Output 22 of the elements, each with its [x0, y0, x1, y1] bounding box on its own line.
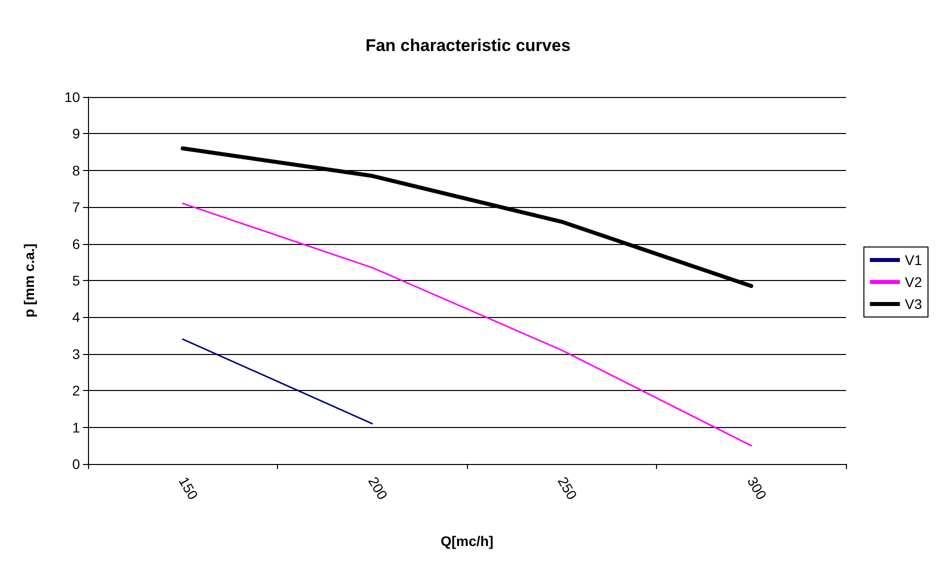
x-axis-title: Q[mc/h]: [440, 533, 494, 549]
y-tick-label: 3: [72, 346, 80, 362]
y-tick-label: 8: [72, 162, 80, 178]
legend-label: V1: [904, 252, 922, 268]
x-tick-label: 150: [176, 474, 202, 502]
y-tick-label: 7: [72, 199, 80, 216]
y-tick-label: 0: [72, 456, 80, 472]
legend-label: V2: [904, 274, 922, 290]
y-tick-label: 2: [72, 382, 80, 399]
chart-title: Fan characteristic curves: [365, 36, 571, 55]
legend-label: V3: [904, 296, 922, 312]
x-tick-label: 300: [744, 474, 770, 502]
y-tick-label: 9: [72, 126, 80, 142]
y-tick-label: 5: [72, 272, 80, 288]
line-series: [182, 202, 752, 446]
y-tick-label: 4: [72, 309, 80, 326]
x-tick-label: 250: [554, 474, 580, 502]
y-tick-label: 6: [72, 236, 80, 252]
y-tick-label: 10: [64, 89, 80, 105]
x-tick-label: 200: [365, 474, 391, 502]
y-tick-label: 1: [72, 419, 80, 436]
y-axis-title: p [mm c.a.]: [21, 244, 37, 318]
